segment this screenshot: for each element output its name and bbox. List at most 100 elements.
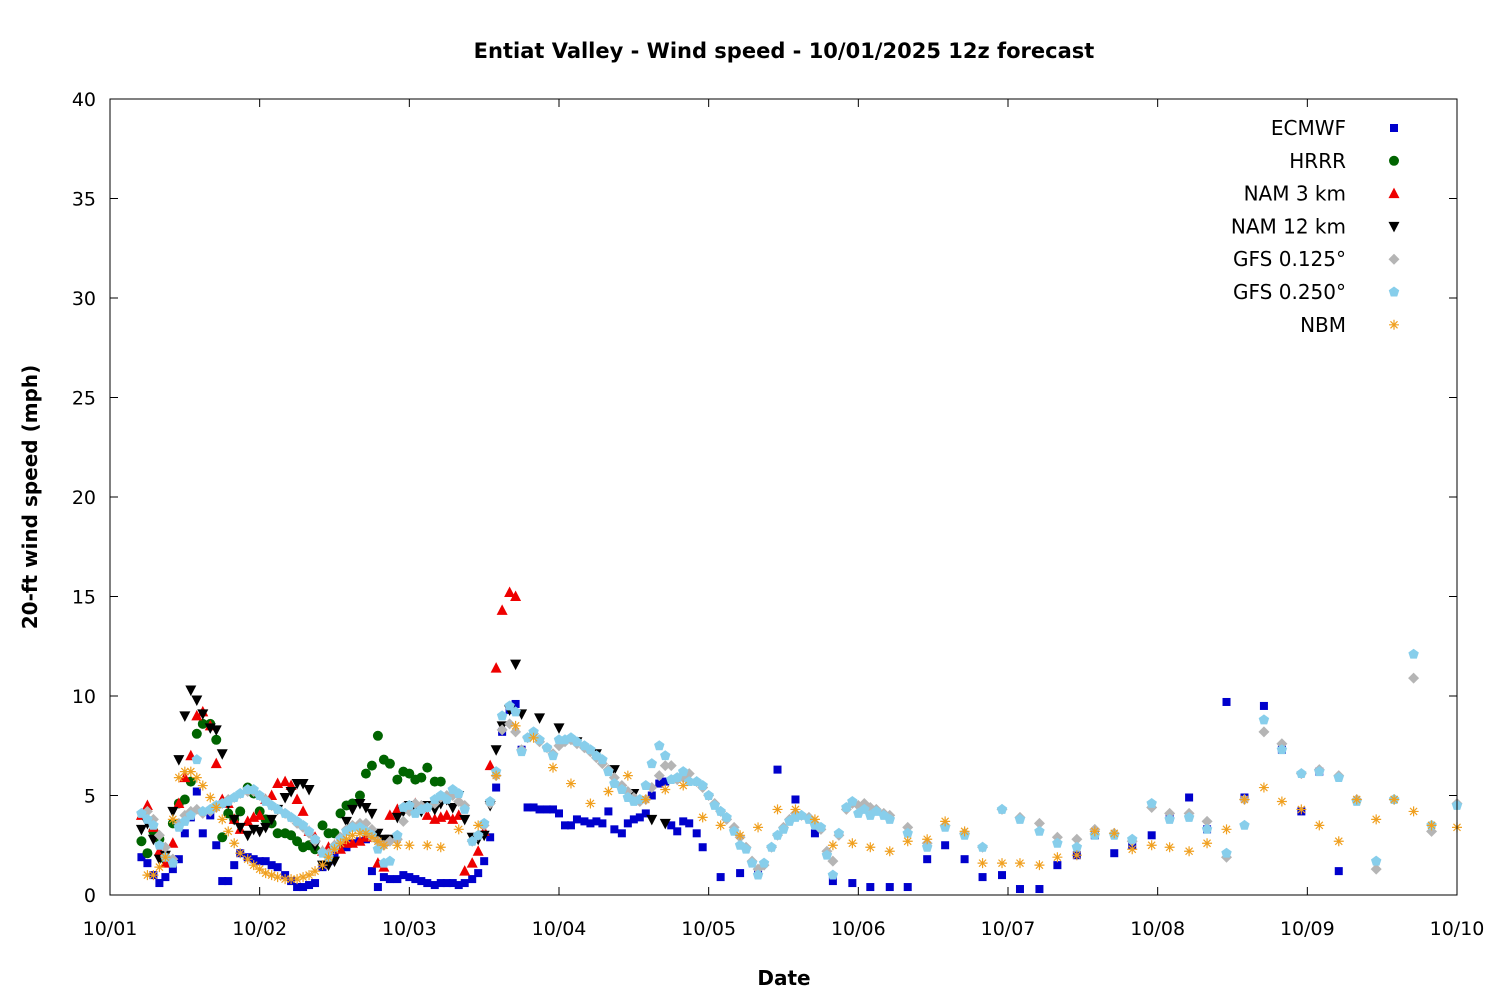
data-point-nbm (154, 862, 165, 873)
data-point-gfs-0-250 (372, 843, 384, 854)
data-point-ecmwf (511, 699, 520, 708)
data-point-gfs-0-250 (347, 821, 358, 832)
data-point-nam-12-km (210, 725, 222, 736)
data-point-gfs-0-250 (603, 766, 614, 777)
data-point-gfs-0-250 (272, 803, 283, 814)
data-point-nbm (1426, 820, 1437, 831)
data-point-ecmwf (261, 857, 270, 866)
y-tick-label: 30 (72, 288, 96, 310)
data-point-nbm (660, 784, 671, 795)
series-nbm (142, 720, 1462, 885)
data-point-nam-12-km (266, 814, 278, 826)
data-point-ecmwf (385, 875, 394, 884)
data-point-gfs-0-250 (422, 801, 433, 812)
data-point-nbm (1184, 846, 1195, 857)
data-point-ecmwf (572, 815, 581, 824)
legend-label-ecmwf: ECMWF (1271, 116, 1346, 140)
data-point-nbm (453, 824, 464, 835)
data-point-hrrr (354, 790, 365, 801)
data-point-ecmwf (405, 873, 414, 882)
data-point-nam-3-km (210, 757, 222, 769)
data-point-nam-12-km (167, 806, 179, 818)
data-point-gfs-0-250 (921, 841, 933, 852)
data-point-gfs-0-250 (660, 750, 671, 761)
data-point-nbm (242, 854, 253, 865)
data-point-gfs-0-125 (496, 724, 508, 736)
data-point-ecmwf (1053, 861, 1062, 870)
data-point-ecmwf (436, 879, 445, 888)
x-tick-label: 10/04 (532, 918, 587, 940)
data-point-nbm (335, 838, 346, 849)
data-point-ecmwf (305, 881, 314, 890)
data-point-ecmwf (230, 861, 239, 870)
y-tick-label: 35 (72, 189, 96, 211)
data-point-gfs-0-250 (1183, 811, 1195, 822)
data-point-gfs-0-250 (1201, 823, 1213, 834)
data-point-ecmwf (523, 803, 532, 812)
legend-marker-nam-12-km (1388, 221, 1400, 233)
x-tick-label: 10/05 (681, 918, 736, 940)
data-point-gfs-0-125 (1201, 815, 1213, 827)
data-point-gfs-0-250 (571, 736, 583, 747)
data-point-hrrr (416, 772, 427, 783)
data-point-ecmwf (273, 863, 282, 872)
data-point-gfs-0-250 (404, 799, 415, 810)
y-tick-label: 10 (72, 686, 96, 708)
data-point-nam-12-km (179, 711, 191, 722)
data-point-gfs-0-250 (142, 813, 153, 824)
data-point-nbm (191, 772, 202, 783)
data-point-gfs-0-250 (459, 803, 470, 814)
data-point-nbm (510, 720, 521, 731)
data-point-nam-12-km (340, 816, 352, 828)
data-point-gfs-0-250 (234, 788, 246, 798)
data-point-ecmwf (249, 855, 258, 864)
data-point-ecmwf (180, 829, 189, 838)
data-point-gfs-0-250 (715, 805, 726, 816)
data-point-nbm (1014, 858, 1025, 869)
x-tick-label: 10/10 (1430, 918, 1485, 940)
data-point-nbm (173, 772, 184, 783)
data-point-nbm (254, 864, 265, 875)
data-point-nbm (160, 852, 171, 863)
data-point-nbm (148, 870, 159, 881)
data-point-ecmwf (299, 883, 308, 892)
data-point-gfs-0-250 (821, 849, 833, 860)
data-point-ecmwf (641, 809, 650, 818)
data-point-nbm (347, 830, 358, 841)
data-point-nbm (298, 872, 309, 883)
data-point-nam-12-km (260, 822, 272, 834)
data-point-gfs-0-250 (1164, 813, 1175, 824)
data-point-ecmwf (460, 879, 469, 888)
data-point-nbm (286, 874, 297, 885)
data-point-hrrr (335, 808, 346, 819)
data-point-nam-12-km (185, 685, 197, 697)
data-point-ecmwf (468, 875, 477, 884)
data-point-ecmwf (560, 821, 569, 830)
data-point-nam-3-km (167, 837, 179, 848)
data-point-ecmwf (535, 805, 544, 814)
data-point-nam-12-km (459, 814, 471, 826)
data-point-gfs-0-250 (1296, 768, 1307, 779)
data-point-hrrr (317, 820, 328, 831)
data-point-nbm (366, 832, 377, 843)
data-point-nbm (142, 870, 153, 881)
data-point-gfs-0-125 (653, 770, 665, 782)
data-point-ecmwf (629, 815, 638, 824)
data-point-gfs-0-250 (309, 833, 321, 844)
data-point-nbm (211, 802, 222, 813)
data-point-nam-12-km (234, 822, 246, 834)
data-point-nam-12-km (173, 755, 185, 766)
data-point-gfs-0-250 (1408, 648, 1419, 659)
data-point-ecmwf (168, 865, 177, 874)
data-point-ecmwf (423, 879, 432, 888)
data-point-ecmwf (923, 855, 932, 864)
data-point-gfs-0-250 (996, 803, 1008, 814)
data-point-ecmwf (1222, 697, 1231, 706)
data-point-nbm (1371, 814, 1382, 825)
data-point-ecmwf (617, 829, 626, 838)
data-point-nbm (884, 846, 895, 857)
data-point-nbm (248, 860, 259, 871)
data-point-nam-12-km (360, 802, 372, 814)
data-point-nbm (697, 812, 708, 823)
data-point-gfs-0-250 (977, 841, 988, 852)
